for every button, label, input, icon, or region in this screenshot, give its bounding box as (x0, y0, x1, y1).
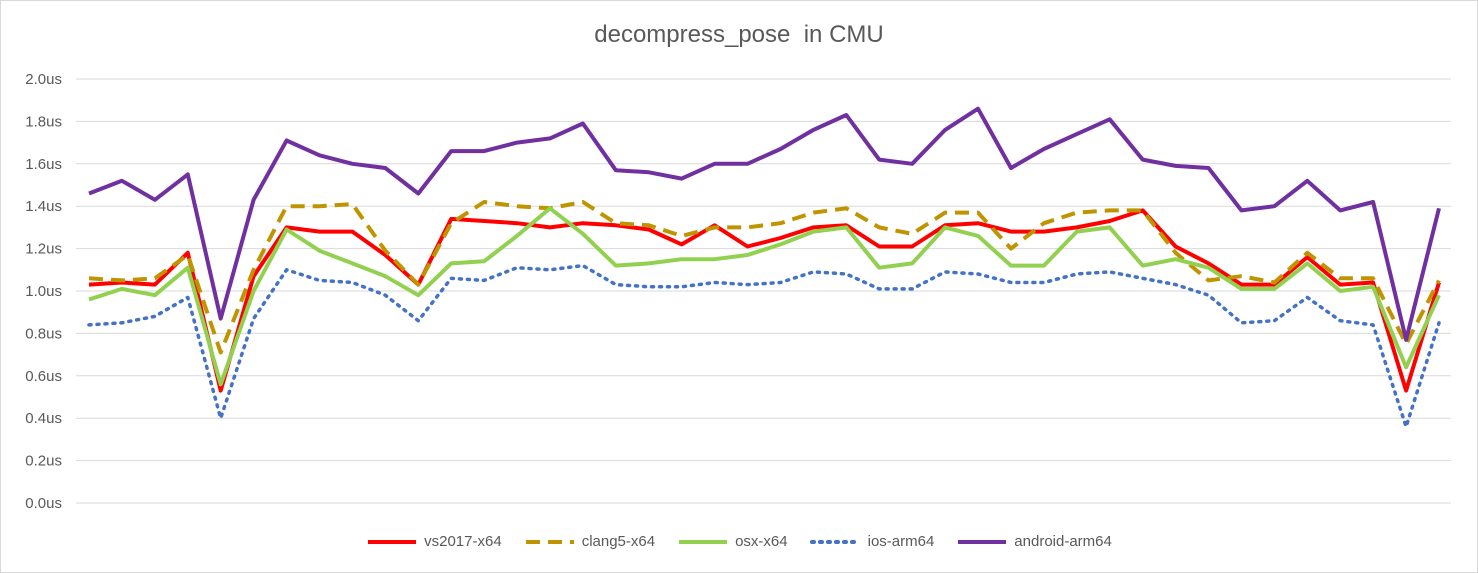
y-tick-label: 2.0us (25, 71, 62, 88)
legend-label: clang5-x64 (581, 533, 656, 550)
legend: vs2017-x64 clang5-x64 osx-x64 ios-arm64 andr… (1, 533, 1477, 550)
legend-swatch (679, 539, 728, 544)
legend-item-android-arm64: android-arm64 (956, 533, 1112, 550)
chart-title: decompress_pose in CMU (594, 21, 884, 48)
legend-item-vs2017-x64: vs2017-x64 (366, 533, 502, 550)
series-line-ios-arm64 (87, 263, 1441, 429)
legend-item-clang5-x64: clang5-x64 (524, 533, 655, 550)
legend-swatch (958, 539, 1007, 544)
y-tick-label: 0.8us (25, 325, 62, 342)
y-tick-label: 1.6us (25, 156, 62, 173)
series-line-android-arm64 (88, 106, 1441, 342)
y-tick-label: 0.2us (25, 453, 62, 470)
series-line-osx-x64 (88, 206, 1441, 387)
y-tick-label: 1.8us (25, 113, 62, 130)
legend-label: osx-x64 (735, 533, 788, 550)
y-tick-label: 1.0us (25, 283, 62, 300)
legend-label: android-arm64 (1014, 533, 1112, 550)
legend-swatch (368, 539, 417, 544)
y-tick-label: 0.0us (25, 495, 62, 512)
series-line-vs2017-x64 (88, 208, 1441, 393)
y-tick-label: 0.4us (25, 410, 62, 427)
y-tick-label: 0.6us (25, 368, 62, 385)
legend-label: vs2017-x64 (424, 533, 502, 550)
y-tick-label: 1.2us (25, 241, 62, 258)
legend-label: ios-arm64 (867, 533, 935, 550)
y-tick-label: 1.4us (25, 198, 62, 215)
legend-item-ios-arm64: ios-arm64 (809, 533, 935, 550)
legend-swatch (525, 539, 574, 544)
series-line-clang5-x64 (88, 200, 1441, 355)
legend-item-osx-x64: osx-x64 (677, 533, 788, 550)
legend-swatch (809, 539, 862, 544)
